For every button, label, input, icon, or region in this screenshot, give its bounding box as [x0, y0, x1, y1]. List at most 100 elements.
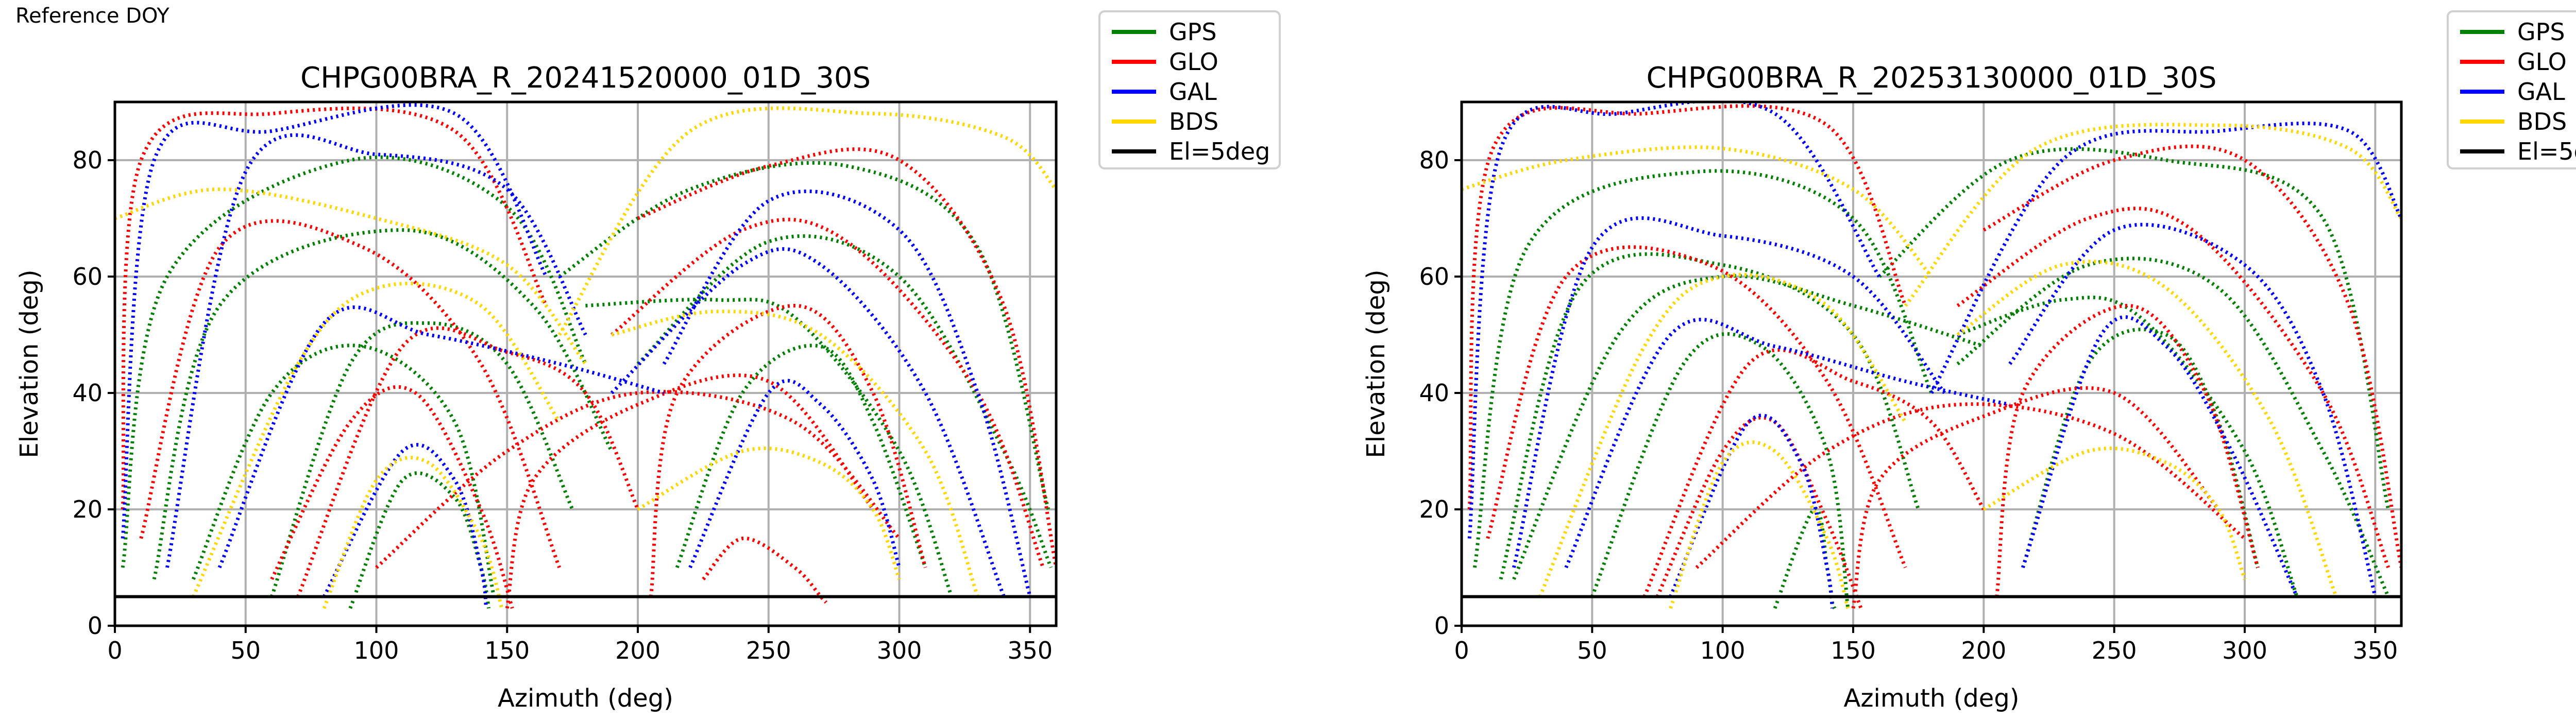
track-gps-6 — [1956, 256, 2390, 597]
legend-label: BDS — [2517, 108, 2567, 135]
track-glo-2 — [139, 219, 562, 569]
legend-label: BDS — [1169, 108, 1218, 135]
track-gps-4 — [348, 471, 491, 609]
track-glo-7 — [1956, 207, 2390, 569]
tracks — [115, 103, 1056, 609]
legend-label: El=5deg — [2517, 138, 2576, 165]
x-tick-label: 150 — [1831, 637, 1876, 664]
track-bds-1 — [1462, 145, 1933, 278]
track-gal-2 — [165, 133, 587, 568]
chart-title: CHPG00BRA_R_20253130000_01D_30S — [1646, 61, 2216, 95]
track-bds-4 — [557, 106, 1056, 336]
x-tick-label: 300 — [877, 637, 922, 664]
y-tick-label: 60 — [72, 263, 103, 290]
track-glo-8 — [637, 147, 1056, 568]
y-axis-label: Elevation (deg) — [1362, 269, 1391, 458]
y-tick-label: 20 — [1419, 495, 1449, 523]
track-gal-1 — [121, 103, 548, 539]
track-gal-7 — [2021, 315, 2299, 597]
y-tick-label: 60 — [1419, 263, 1449, 290]
track-gps-1 — [1472, 169, 1934, 568]
x-tick-label: 350 — [2352, 637, 2398, 664]
track-gal-5 — [1929, 122, 2401, 394]
x-tick-label: 0 — [1454, 637, 1469, 664]
track-glo-4 — [1851, 386, 2220, 609]
track-gal-3 — [1564, 317, 2010, 569]
track-bds-3 — [1669, 440, 1850, 609]
track-gps-7 — [2021, 328, 2260, 569]
track-gal-1 — [1467, 102, 1881, 539]
x-tick-label: 300 — [2222, 637, 2267, 664]
x-tick-label: 250 — [2092, 637, 2137, 664]
track-gal-3 — [217, 305, 665, 569]
track-glo-6 — [649, 303, 927, 597]
track-bds-4 — [1904, 123, 2401, 307]
track-gps-9 — [192, 344, 496, 597]
x-tick-label: 200 — [615, 637, 660, 664]
track-glo-7 — [611, 217, 1045, 569]
chart-title: CHPG00BRA_R_20241520000_01D_30S — [300, 61, 871, 95]
x-tick-label: 50 — [1577, 637, 1607, 664]
legend-box — [2447, 10, 2576, 169]
skyplot-1: 0 50 100 150 200 250 300 350 0 20 40 60 80 CHPG00BRA_… — [15, 10, 1281, 713]
legend-label: GLO — [2517, 48, 2567, 76]
track-bds-1 — [115, 187, 587, 365]
track-glo-1 — [1467, 104, 1907, 510]
track-bds-2 — [1538, 272, 1907, 597]
track-glo-2 — [1486, 245, 1907, 569]
x-tick-label: 100 — [354, 637, 399, 664]
tracks — [1462, 102, 2401, 610]
figure-label: Reference DOY — [15, 4, 170, 28]
track-gal-4 — [1669, 414, 1834, 609]
y-tick-label: 40 — [72, 379, 103, 407]
x-tick-label: 100 — [1700, 637, 1745, 664]
y-tick-label: 80 — [1419, 146, 1449, 174]
legend-label: GLO — [1169, 48, 1218, 76]
axes-frame — [113, 100, 1058, 627]
track-glo-5 — [375, 390, 901, 569]
axes-frame — [1460, 100, 2403, 627]
track-glo-9 — [702, 536, 828, 604]
x-tick-label: 0 — [107, 637, 122, 664]
track-glo-6 — [1995, 303, 2260, 597]
x-tick-label: 250 — [746, 637, 791, 664]
track-gps-8 — [1957, 296, 2299, 597]
track-gps-9 — [1512, 274, 1985, 580]
track-glo-8 — [1982, 144, 2401, 568]
track-glo-3 — [1642, 348, 1986, 597]
legend-label: GPS — [2517, 18, 2565, 46]
track-glo-5 — [1695, 402, 2246, 569]
y-tick-label: 0 — [1434, 612, 1449, 640]
x-tick-label: 50 — [230, 637, 261, 664]
track-gps-1 — [121, 155, 587, 568]
track-gps-2 — [1499, 252, 1920, 580]
y-axis-label: Elevation (deg) — [15, 269, 44, 458]
x-tick-label: 350 — [1007, 637, 1053, 664]
skyplot-2: 0 50 100 150 200 250 300 350 0 20 40 60 80 CHPG00BRA_… — [1362, 10, 2576, 713]
track-bds-5 — [611, 310, 980, 597]
legend-label: GAL — [2517, 78, 2565, 106]
legend-label: El=5deg — [1169, 138, 1270, 165]
y-tick-label: 0 — [88, 612, 103, 640]
legend-label: GAL — [1169, 78, 1217, 106]
x-axis-label: Azimuth (deg) — [1844, 684, 2020, 713]
y-tick-label: 80 — [72, 146, 103, 174]
track-glo-4 — [505, 373, 875, 609]
track-gal-5 — [610, 247, 1006, 597]
legend-label: GPS — [1169, 18, 1217, 46]
track-gps-5 — [636, 234, 1053, 569]
track-glo-10 — [270, 385, 514, 609]
x-tick-label: 200 — [1961, 637, 2006, 664]
y-tick-label: 20 — [72, 495, 103, 523]
track-gps-6 — [558, 161, 1050, 510]
y-tick-label: 40 — [1419, 379, 1449, 407]
track-glo-3 — [296, 326, 640, 597]
legend-box — [1098, 10, 1281, 169]
x-axis-label: Azimuth (deg) — [498, 684, 673, 713]
track-gps-2 — [152, 228, 614, 580]
track-gal-4 — [322, 443, 488, 609]
track-gal-7 — [688, 379, 901, 569]
